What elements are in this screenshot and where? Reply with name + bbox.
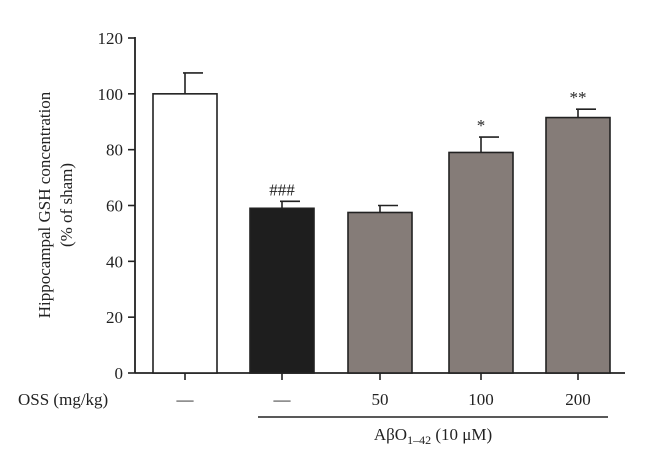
significance-label: ### [269,180,295,199]
y-tick-label: 0 [115,364,124,383]
significance-label: ** [570,88,587,107]
y-tick-label: 60 [106,197,123,216]
bar [448,151,514,374]
y-tick-label: 20 [106,308,123,327]
y-tick-label: 100 [98,85,124,104]
bar [249,207,315,374]
y-tick-label: 120 [98,29,124,48]
bar [347,211,413,374]
y-axis-title-line1: Hippocampal GSH concentration [35,91,54,318]
bar [545,116,611,374]
significance-label: * [477,116,486,135]
y-tick-label: 80 [106,141,123,160]
x-category-label: 50 [372,390,389,409]
x-row-label: OSS (mg/kg) [18,390,108,409]
group-label: AβO1–42 (10 μM) [374,425,492,447]
y-axis-title-line2: (% of sham) [57,163,76,247]
bar [152,93,218,374]
x-category-label: 100 [468,390,494,409]
x-category-label: 200 [565,390,591,409]
y-tick-label: 40 [106,252,123,271]
x-category-label: — [176,390,195,409]
x-category-label: — [273,390,292,409]
